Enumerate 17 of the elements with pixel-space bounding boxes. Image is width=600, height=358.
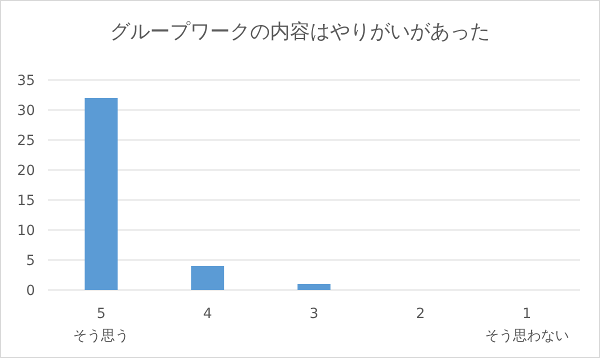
bar bbox=[191, 266, 224, 290]
x-tick-label: 4 bbox=[203, 306, 212, 322]
bar bbox=[298, 284, 330, 290]
bar bbox=[84, 98, 118, 290]
y-tick-label: 15 bbox=[17, 193, 35, 209]
x-tick-label: 3 bbox=[310, 306, 318, 322]
y-tick-label: 25 bbox=[17, 133, 35, 149]
y-tick-label: 5 bbox=[26, 253, 35, 269]
y-tick-label: 30 bbox=[17, 103, 35, 119]
y-tick-label: 20 bbox=[17, 163, 35, 179]
y-tick-label: 0 bbox=[26, 283, 35, 299]
y-tick-label: 10 bbox=[17, 223, 35, 239]
x-tick-label: 1 そう思わない bbox=[484, 306, 569, 344]
chart-title: グループワークの内容はやりがいがあった bbox=[110, 19, 490, 43]
x-tick-label: 2 bbox=[416, 306, 425, 322]
x-tick-label: 5 そう思う bbox=[73, 306, 130, 344]
y-tick-label: 35 bbox=[17, 73, 35, 89]
